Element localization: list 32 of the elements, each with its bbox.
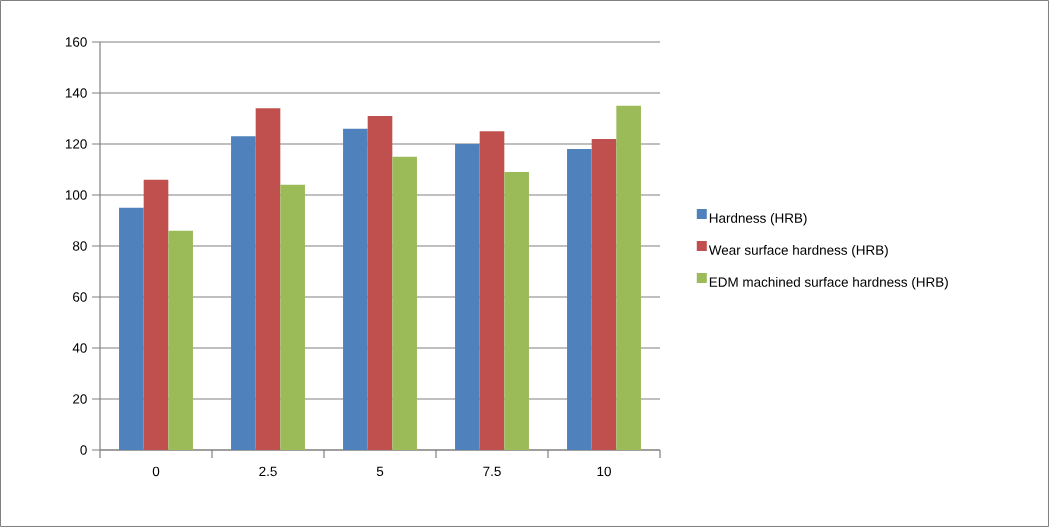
y-tick-label: 20 bbox=[73, 394, 87, 404]
y-tick-label: 40 bbox=[72, 343, 87, 353]
y-tick-label: 100 bbox=[65, 190, 87, 200]
legend-label: Wear surface hardness (HRB) bbox=[708, 244, 888, 258]
x-tick-label: 7.5 bbox=[483, 466, 501, 477]
x-tick-label: 2.5 bbox=[259, 466, 277, 477]
bar bbox=[455, 143, 480, 450]
bar bbox=[343, 128, 368, 450]
y-tick-label: 160 bbox=[65, 37, 87, 47]
bar bbox=[392, 156, 417, 450]
bar bbox=[616, 105, 641, 450]
bar bbox=[143, 179, 169, 450]
bar bbox=[567, 149, 592, 450]
y-tick-label: 80 bbox=[72, 241, 87, 251]
bar bbox=[479, 131, 505, 450]
bar bbox=[504, 172, 529, 450]
legend-label: Hardness (HRB) bbox=[709, 212, 807, 226]
bar bbox=[231, 136, 256, 450]
y-tick-label: 0 bbox=[80, 445, 87, 455]
x-tick-label: 5 bbox=[376, 466, 384, 477]
bar bbox=[168, 230, 193, 450]
y-tick-label: 140 bbox=[65, 88, 87, 98]
y-tick-label: 120 bbox=[65, 139, 87, 149]
bar bbox=[367, 115, 393, 450]
bar bbox=[119, 207, 144, 450]
bar bbox=[255, 108, 281, 450]
y-tick-label: 60 bbox=[73, 292, 87, 302]
x-tick-label: 10 bbox=[597, 466, 611, 477]
legend-label: EDM machined surface hardness (HRB) bbox=[709, 276, 948, 290]
x-tick-label: 0 bbox=[152, 466, 160, 477]
bar bbox=[280, 184, 305, 450]
bar bbox=[591, 138, 617, 450]
